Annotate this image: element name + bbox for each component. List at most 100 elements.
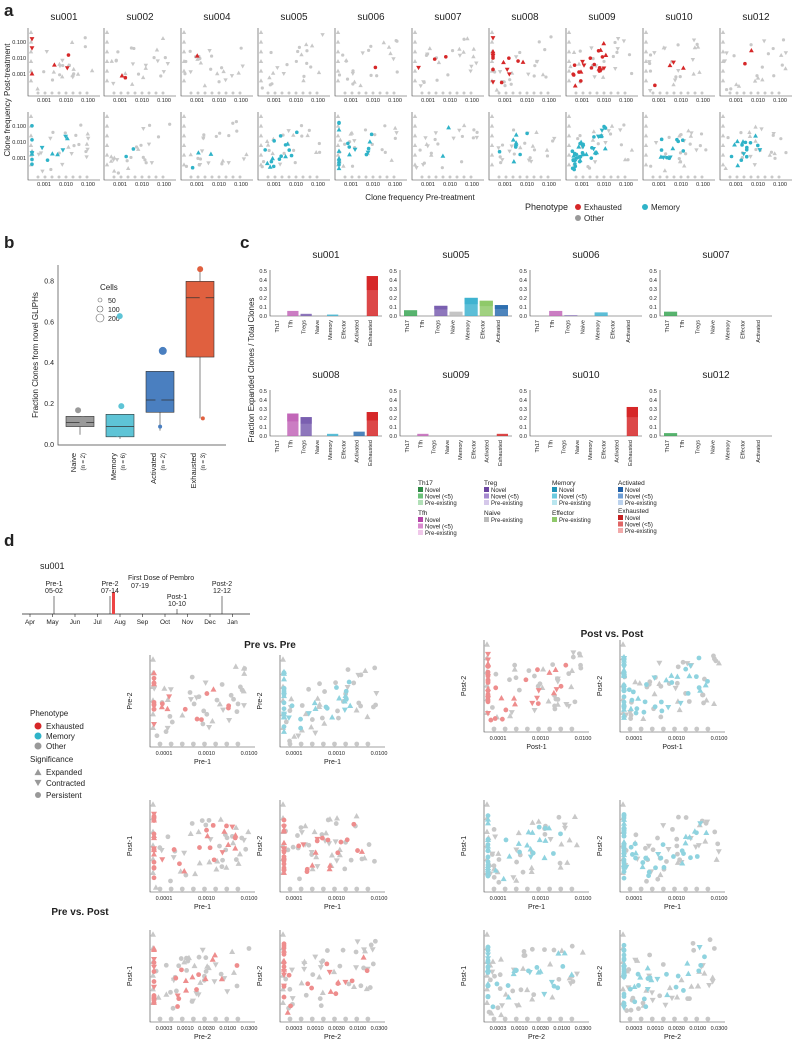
other-clone-marker (620, 641, 626, 647)
highlight-clone-marker (211, 857, 217, 863)
highlight-clone-marker (491, 67, 495, 72)
highlight-clone-marker (151, 993, 157, 998)
plot-axes (334, 28, 407, 97)
highlight-clone-marker (621, 1000, 627, 1006)
highlight-clone-marker (158, 703, 165, 710)
other-clone-marker (181, 152, 187, 157)
other-clone-marker (216, 700, 223, 707)
other-clone-marker (573, 971, 580, 977)
other-clone-marker (518, 987, 524, 993)
other-clone-marker (493, 671, 499, 677)
c-x-label: Memory (726, 320, 732, 340)
x-tick: 0.001 (190, 182, 204, 188)
sample-title-su001: su001 (50, 12, 78, 23)
other-clone-marker (412, 30, 418, 34)
scatter-plot (619, 930, 725, 1023)
d-legend-phenotype: Other (46, 742, 66, 751)
other-clone-marker (353, 965, 360, 971)
other-clone-marker (531, 707, 538, 714)
other-clone-marker (645, 843, 652, 850)
other-clone-marker (266, 91, 270, 95)
other-clone-marker (726, 135, 730, 140)
highlight-clone-marker (151, 984, 157, 991)
highlight-clone-marker (337, 121, 341, 125)
other-clone-marker (220, 857, 225, 863)
other-clone-marker (150, 683, 156, 690)
c-y-tick: 0.2 (259, 416, 267, 422)
other-clone-marker (747, 130, 752, 134)
highlight-clone-marker (652, 704, 658, 710)
panel-a-ylabel: Clone frequency Post-treatment (3, 43, 12, 157)
scatter-plot (257, 28, 330, 97)
legend-other: Other (584, 214, 604, 223)
other-clone-marker (129, 81, 135, 86)
other-clone-marker (67, 63, 71, 67)
other-clone-marker (784, 151, 788, 155)
other-clone-marker (672, 1016, 677, 1022)
highlight-clone-marker (640, 860, 646, 865)
c-x-label: Exhausted (628, 440, 634, 466)
other-clone-marker (334, 815, 341, 821)
other-clone-marker (566, 114, 572, 118)
bar-axes (529, 270, 642, 317)
other-clone-marker (320, 33, 325, 38)
other-clone-marker (524, 986, 531, 993)
highlight-clone-marker (151, 945, 157, 951)
persistent-icon (35, 792, 41, 798)
other-clone-marker (57, 175, 61, 179)
other-clone-marker (126, 91, 130, 95)
x-tick: 0.100 (81, 98, 95, 104)
other-clone-marker (588, 175, 592, 179)
c-legend-swatch (418, 493, 423, 499)
highlight-clone-marker (194, 53, 200, 58)
sample-title-su001: su001 (312, 250, 340, 261)
other-clone-marker (581, 175, 585, 179)
other-clone-marker (512, 662, 518, 668)
bar-segment (366, 276, 378, 291)
other-clone-marker (484, 801, 490, 807)
highlight-clone-marker (281, 706, 287, 712)
other-clone-marker (219, 682, 225, 687)
other-clone-marker (657, 993, 663, 999)
other-clone-marker (536, 886, 541, 892)
highlight-clone-marker (671, 854, 676, 859)
cells-legend-size: 200 (108, 316, 120, 323)
other-clone-marker (109, 58, 114, 63)
other-clone-marker (563, 702, 570, 708)
d-x-tick: 0.0100 (575, 896, 592, 902)
other-clone-marker (352, 79, 357, 84)
other-clone-marker (502, 886, 508, 892)
c-x-label: Th17 (405, 440, 411, 453)
other-clone-marker (147, 91, 151, 95)
x-tick: 0.100 (81, 182, 95, 188)
other-clone-marker (28, 133, 34, 138)
highlight-clone-marker (151, 675, 157, 681)
other-clone-marker (497, 956, 504, 962)
other-clone-marker (546, 175, 550, 179)
sample-title-su004: su004 (203, 12, 231, 23)
other-clone-marker (181, 143, 187, 147)
sample-title-su006: su006 (572, 250, 600, 261)
d-y-label: Post-2 (461, 676, 468, 696)
other-clone-marker (496, 879, 502, 885)
other-clone-marker (224, 91, 228, 95)
other-clone-marker (189, 175, 193, 179)
data-point (118, 403, 125, 410)
highlight-clone-marker (207, 845, 213, 851)
d-x-tick: 0.0100 (553, 1026, 570, 1032)
other-clone-marker (697, 69, 702, 74)
other-clone-marker (221, 69, 226, 74)
other-clone-marker (736, 83, 742, 88)
other-clone-marker (308, 91, 312, 95)
plot-axes (483, 800, 589, 893)
other-clone-marker (602, 59, 606, 64)
other-clone-marker (104, 143, 110, 147)
other-clone-marker (207, 48, 212, 53)
other-clone-marker (655, 876, 661, 882)
d-x-label: Post-1 (662, 744, 682, 751)
other-clone-marker (484, 682, 490, 688)
other-clone-marker (370, 142, 374, 146)
other-clone-marker (275, 66, 280, 71)
other-clone-marker (150, 985, 156, 992)
c-legend-swatch (552, 493, 557, 499)
